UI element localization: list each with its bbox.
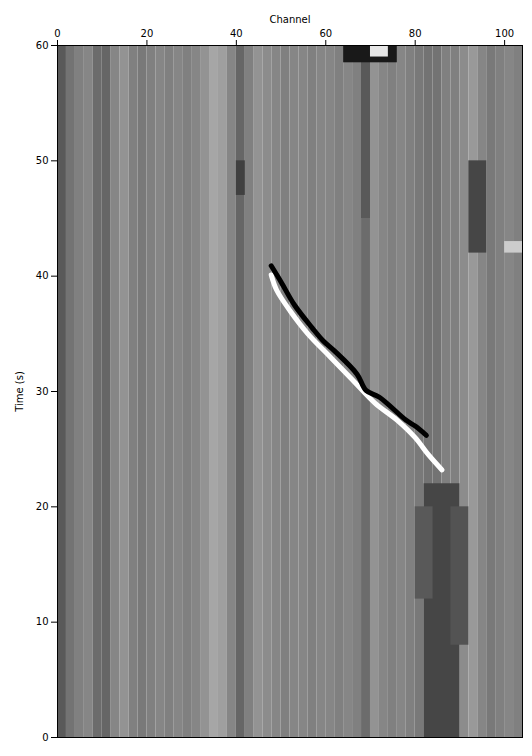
svg-text:40: 40 <box>36 270 49 281</box>
svg-text:0: 0 <box>54 28 60 39</box>
svg-text:100: 100 <box>495 28 514 39</box>
svg-text:20: 20 <box>141 28 154 39</box>
svg-text:60: 60 <box>319 28 332 39</box>
svg-text:40: 40 <box>230 28 243 39</box>
svg-text:60: 60 <box>36 40 49 51</box>
svg-text:Time (s): Time (s) <box>14 371 25 413</box>
svg-text:20: 20 <box>36 501 49 512</box>
svg-text:Channel: Channel <box>269 14 310 25</box>
svg-text:80: 80 <box>409 28 422 39</box>
svg-text:0: 0 <box>42 732 48 743</box>
svg-text:10: 10 <box>36 616 49 627</box>
svg-text:50: 50 <box>36 155 49 166</box>
svg-text:30: 30 <box>36 386 49 397</box>
